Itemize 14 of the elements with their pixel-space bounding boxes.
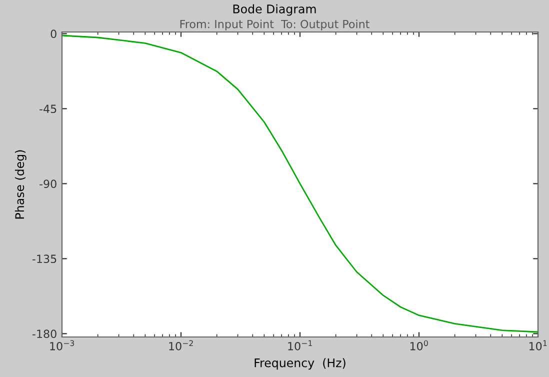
x-tick-label: 10$^{1}$ (529, 340, 547, 350)
chart-subtitle: From: Input Point To: Output Point (180, 20, 370, 30)
x-tick-label: 10$^{−3}$ (50, 340, 74, 350)
x-tick-label: 10$^{−1}$ (288, 340, 312, 350)
y-axis-title: Phase (deg) (14, 150, 26, 219)
x-tick-label: 10$^{−2}$ (169, 340, 193, 350)
y-tick-label: -180 (32, 330, 56, 338)
x-axis-title: Frequency (Hz) (254, 358, 346, 370)
y-tick-label: -135 (32, 254, 56, 264)
chart-title: Bode Diagram (233, 4, 316, 16)
y-tick-label: -90 (40, 180, 56, 188)
y-tick-label: -45 (40, 104, 56, 114)
y-tick-label: 0 (50, 30, 56, 38)
x-tick-label: 10$^{0}$ (410, 340, 428, 350)
